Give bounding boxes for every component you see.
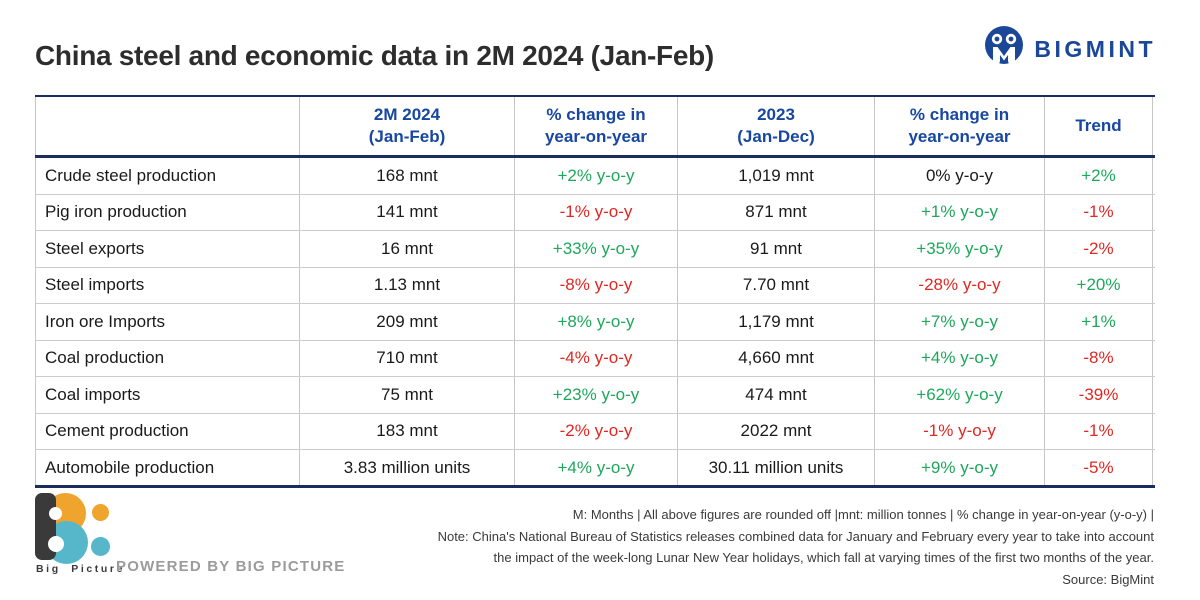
trend-value: -1% xyxy=(1045,413,1153,449)
value-2023: 91 mnt xyxy=(678,231,875,267)
yoy-change-2023: +7% y-o-y xyxy=(875,304,1045,340)
value-2023: 871 mnt xyxy=(678,194,875,230)
yoy-change-2024: +4% y-o-y xyxy=(515,450,678,485)
yoy-change-2024: -2% y-o-y xyxy=(515,413,678,449)
page-title: China steel and economic data in 2M 2024… xyxy=(35,40,714,71)
yoy-change-2024: -1% y-o-y xyxy=(515,194,678,230)
header-2m-2024: 2M 2024 (Jan-Feb) xyxy=(300,97,515,155)
value-2024: 141 mnt xyxy=(300,194,515,230)
bigmint-wordmark: BIGMINT xyxy=(1034,35,1156,62)
bigpicture-wordmark: Big Picture xyxy=(36,563,126,575)
table-row: Cement production 183 mnt -2% y-o-y 2022… xyxy=(35,413,1155,450)
trend-value: +2% xyxy=(1045,158,1153,194)
value-2023: 4,660 mnt xyxy=(678,340,875,376)
row-label: Automobile production xyxy=(35,450,300,485)
yoy-change-2023: +35% y-o-y xyxy=(875,231,1045,267)
row-label: Coal production xyxy=(35,340,300,376)
trend-value: -5% xyxy=(1045,450,1153,485)
bigpicture-hole-top-icon xyxy=(49,507,62,520)
value-2024: 3.83 million units xyxy=(300,450,515,485)
row-label: Cement production xyxy=(35,413,300,449)
value-2023: 474 mnt xyxy=(678,377,875,413)
header-yoy-change-2024: % change in year-on-year xyxy=(515,97,678,155)
value-2023: 1,019 mnt xyxy=(678,158,875,194)
header-trend: Trend xyxy=(1045,97,1153,155)
footnote-note-line2: the impact of the week-long Lunar New Ye… xyxy=(493,550,1154,565)
table-row: Automobile production 3.83 million units… xyxy=(35,450,1155,488)
value-2024: 209 mnt xyxy=(300,304,515,340)
trend-value: -39% xyxy=(1045,377,1153,413)
footnote-abbreviations: M: Months | All above figures are rounde… xyxy=(572,507,1154,522)
data-table: 2M 2024 (Jan-Feb) % change in year-on-ye… xyxy=(35,95,1155,488)
header-2023: 2023 (Jan-Dec) xyxy=(678,97,875,155)
table-row: Steel exports 16 mnt +33% y-o-y 91 mnt +… xyxy=(35,231,1155,268)
trend-value: -8% xyxy=(1045,340,1153,376)
value-2023: 7.70 mnt xyxy=(678,267,875,303)
powered-by-label: POWERED BY BIG PICTURE xyxy=(116,558,346,575)
yoy-change-2023: 0% y-o-y xyxy=(875,158,1045,194)
yoy-change-2024: +8% y-o-y xyxy=(515,304,678,340)
footnotes: M: Months | All above figures are rounde… xyxy=(438,504,1154,590)
bigmint-owl-icon xyxy=(985,26,1024,69)
yoy-change-2023: +1% y-o-y xyxy=(875,194,1045,230)
value-2023: 2022 mnt xyxy=(678,413,875,449)
yoy-change-2024: +33% y-o-y xyxy=(515,231,678,267)
value-2024: 75 mnt xyxy=(300,377,515,413)
trend-value: +1% xyxy=(1045,304,1153,340)
row-label: Crude steel production xyxy=(35,158,300,194)
source-credit: Source: BigMint xyxy=(1062,571,1154,587)
row-label: Iron ore Imports xyxy=(35,304,300,340)
value-2024: 16 mnt xyxy=(300,231,515,267)
table-header-row: 2M 2024 (Jan-Feb) % change in year-on-ye… xyxy=(35,95,1155,158)
yoy-change-2024: +2% y-o-y xyxy=(515,158,678,194)
value-2024: 1.13 mnt xyxy=(300,267,515,303)
value-2023: 1,179 mnt xyxy=(678,304,875,340)
trend-value: -2% xyxy=(1045,231,1153,267)
value-2023: 30.11 million units xyxy=(678,450,875,485)
trend-value: -1% xyxy=(1045,194,1153,230)
value-2024: 168 mnt xyxy=(300,158,515,194)
table-row: Coal production 710 mnt -4% y-o-y 4,660 … xyxy=(35,340,1155,377)
table-body: Crude steel production 168 mnt +2% y-o-y… xyxy=(35,158,1155,488)
header-yoy-change-2023: % change in year-on-year xyxy=(875,97,1045,155)
table-row: Steel imports 1.13 mnt -8% y-o-y 7.70 mn… xyxy=(35,267,1155,304)
yoy-change-2024: +23% y-o-y xyxy=(515,377,678,413)
yoy-change-2023: +62% y-o-y xyxy=(875,377,1045,413)
yoy-change-2023: +9% y-o-y xyxy=(875,450,1045,485)
row-label: Steel imports xyxy=(35,267,300,303)
row-label: Coal imports xyxy=(35,377,300,413)
bigpicture-colon-top-icon xyxy=(92,504,109,521)
table-row: Crude steel production 168 mnt +2% y-o-y… xyxy=(35,158,1155,195)
row-label: Steel exports xyxy=(35,231,300,267)
yoy-change-2023: -28% y-o-y xyxy=(875,267,1045,303)
header-blank xyxy=(35,97,300,155)
bigpicture-colon-bottom-icon xyxy=(91,537,110,556)
bigpicture-hole-bottom-icon xyxy=(48,536,64,552)
table-row: Pig iron production 141 mnt -1% y-o-y 87… xyxy=(35,194,1155,231)
value-2024: 710 mnt xyxy=(300,340,515,376)
yoy-change-2023: +4% y-o-y xyxy=(875,340,1045,376)
row-label: Pig iron production xyxy=(35,194,300,230)
footnote-note-line1: Note: China's National Bureau of Statist… xyxy=(437,528,1154,544)
yoy-change-2023: -1% y-o-y xyxy=(875,413,1045,449)
big-picture-logo: Big Picture POWERED BY BIG PICTURE xyxy=(35,492,595,582)
yoy-change-2024: -8% y-o-y xyxy=(515,267,678,303)
table-row: Coal imports 75 mnt +23% y-o-y 474 mnt +… xyxy=(35,377,1155,414)
yoy-change-2024: -4% y-o-y xyxy=(515,340,678,376)
bigmint-logo: BIGMINT xyxy=(983,25,1156,73)
trend-value: +20% xyxy=(1045,267,1153,303)
value-2024: 183 mnt xyxy=(300,413,515,449)
table-row: Iron ore Imports 209 mnt +8% y-o-y 1,179… xyxy=(35,304,1155,341)
